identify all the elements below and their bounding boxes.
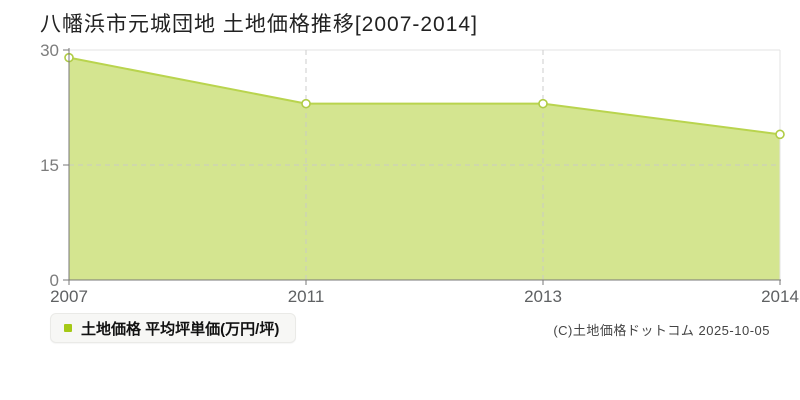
data-point-2013 — [538, 98, 548, 109]
x-tick-label-2013: 2013 — [524, 287, 562, 306]
copyright-text: (C)土地価格ドットコム 2025-10-05 — [553, 323, 770, 338]
x-tick-label-2007: 2007 — [50, 287, 88, 306]
series-line — [68, 56, 781, 136]
land-price-area-chart: 0 15 30 2007 2011 2013 2014 — [40, 41, 799, 306]
y-tick-label-0: 0 — [50, 271, 59, 290]
x-tick-label-2011: 2011 — [288, 287, 325, 306]
legend: 土地価格 平均坪単価(万円/坪) — [50, 313, 297, 343]
data-point-2014 — [775, 129, 785, 140]
series-area-fill — [69, 57, 780, 280]
data-point-2011 — [301, 98, 311, 109]
legend-series-marker-icon — [64, 324, 72, 332]
x-tick-label-2014: 2014 — [761, 287, 799, 306]
y-tick-label-15: 15 — [40, 156, 59, 175]
legend-series-label: 土地価格 平均坪単価(万円/坪) — [81, 320, 280, 338]
y-tick-label-30: 30 — [40, 41, 59, 60]
chart-title: 八幡浜市元城団地 土地価格推移[2007-2014] — [40, 13, 478, 36]
